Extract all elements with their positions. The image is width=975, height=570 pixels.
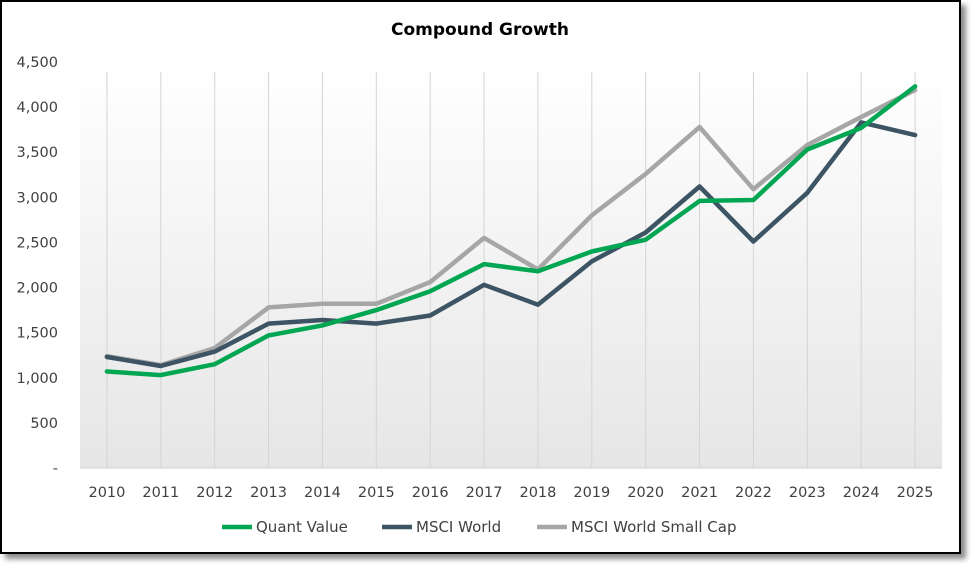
legend: Quant Value MSCI World MSCI World Small Ca…: [222, 518, 737, 536]
x-tick-label: 2025: [897, 485, 934, 501]
x-axis: 2010 2011 2012 2013 2014 2015 2016 2017 2018 2019…: [88, 485, 933, 501]
legend-label: MSCI World: [416, 518, 501, 536]
series-line-msci-world-small-cap: [104, 87, 918, 368]
y-tick-label: 2,000: [16, 281, 58, 297]
y-tick-label: 500: [30, 416, 58, 432]
x-tick-label: 2011: [142, 485, 179, 501]
x-tick-label: 2014: [304, 485, 341, 501]
y-tick-label: 1,000: [16, 371, 58, 387]
y-tick-label: 3,000: [16, 190, 58, 206]
x-tick-label: 2015: [358, 485, 395, 501]
x-tick-label: 2018: [519, 485, 556, 501]
x-tick-label: 2024: [843, 485, 880, 501]
x-tick-label: 2021: [681, 485, 718, 501]
x-tick-label: 2017: [466, 485, 503, 501]
series-line-quant-value: [104, 84, 918, 378]
x-tick-label: 2022: [735, 485, 772, 501]
y-tick-label: -: [53, 461, 58, 477]
x-tick-label: 2010: [88, 485, 125, 501]
x-tick-label: 2023: [789, 485, 826, 501]
series-lines: [104, 84, 918, 378]
y-axis: - 500 1,000 1,500 2,000 2,500 3,000 3,500 4,000 4…: [16, 55, 58, 477]
x-tick-label: 2013: [250, 485, 287, 501]
y-tick-label: 4,500: [16, 55, 58, 71]
x-tick-label: 2019: [573, 485, 610, 501]
legend-label: Quant Value: [256, 518, 348, 536]
series-line-msci-world: [104, 120, 918, 369]
plot-area: [80, 62, 942, 468]
x-tick-label: 2012: [196, 485, 233, 501]
chart-title: Compound Growth: [391, 20, 569, 40]
y-tick-label: 2,500: [16, 235, 58, 251]
x-tick-label: 2016: [412, 485, 449, 501]
legend-label: MSCI World Small Cap: [571, 518, 737, 536]
y-tick-label: 1,500: [16, 326, 58, 342]
y-tick-label: 4,000: [16, 100, 58, 116]
x-tick-label: 2020: [627, 485, 664, 501]
y-tick-label: 3,500: [16, 145, 58, 161]
